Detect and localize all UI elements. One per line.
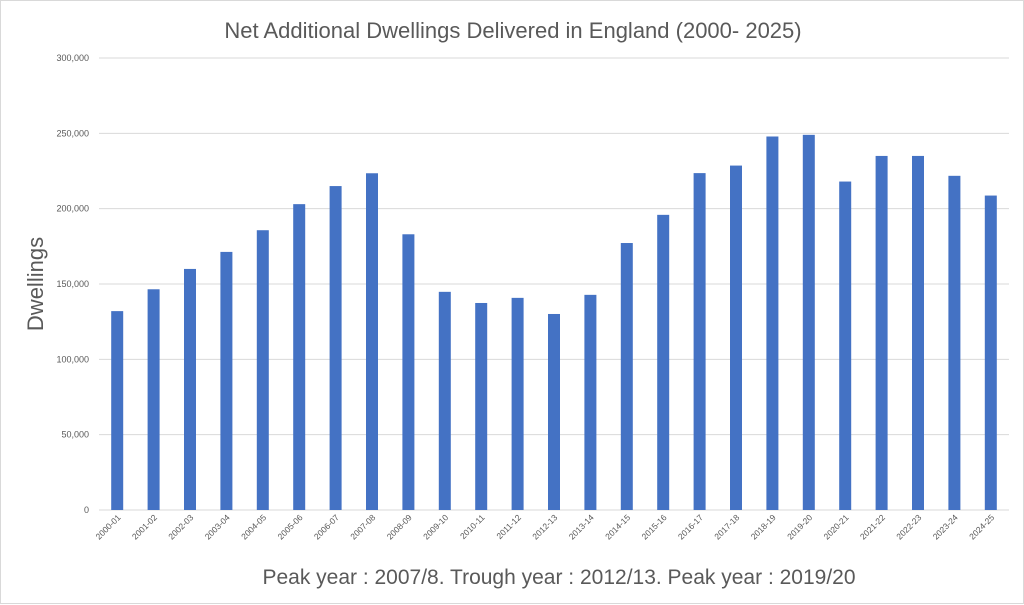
bar-2015-16 (657, 214, 670, 510)
x-tick-label: 2004-05 (239, 512, 268, 541)
bar-2008-09 (402, 234, 415, 510)
x-tick-label: 2010-11 (458, 512, 487, 541)
bar-2023-24 (948, 175, 961, 510)
bar-2007-08 (366, 173, 378, 510)
bar-2010-11 (475, 302, 488, 510)
x-tick-label: 2008-09 (385, 512, 414, 541)
bar-2005-06 (293, 204, 306, 510)
x-tick-label: 2002-03 (166, 512, 195, 541)
bar-2024-25 (984, 195, 997, 511)
x-tick-label: 2003-04 (203, 512, 232, 541)
x-tick-label: 2012-13 (530, 512, 559, 541)
x-axis-ticks: 2000-01 2001-02 2002-03 2003-04 2004-05 2005-… (93, 512, 996, 541)
bar-2020-21 (839, 181, 852, 510)
x-tick-label: 2016-17 (676, 512, 705, 541)
x-tick-label: 2011-12 (494, 512, 523, 541)
x-tick-label: 2001-02 (130, 512, 159, 541)
bar-2003-04 (220, 251, 233, 510)
bar-2006-07 (329, 186, 342, 511)
bar-2017-18 (730, 165, 742, 511)
bar-2014-15 (620, 243, 633, 510)
bar-2001-02 (147, 289, 160, 510)
x-tick-label: 2000-01 (93, 512, 122, 541)
y-axis-label: Dwellings (23, 237, 48, 331)
y-tick-label: 0 (84, 505, 89, 515)
y-tick-label: 50,000 (61, 430, 89, 440)
bar-2011-12 (511, 297, 524, 510)
x-tick-label: 2013-14 (567, 512, 596, 541)
x-tick-label: 2024-25 (967, 512, 996, 541)
x-tick-label: 2019-20 (785, 512, 814, 541)
x-axis-label: Peak year : 2007/8. Trough year : 2012/1… (262, 566, 855, 589)
bar-2000-01 (111, 311, 124, 510)
y-axis-ticks: 0 50,000 100,000 150,000 200,000 250,000 300,0… (56, 53, 89, 515)
x-tick-label: 2009-10 (421, 512, 450, 541)
x-tick-label: 2005-06 (275, 512, 304, 541)
y-tick-label: 300,000 (56, 53, 89, 63)
bar-2002-03 (184, 268, 196, 510)
x-tick-label: 2017-18 (712, 512, 741, 541)
y-tick-label: 100,000 (56, 354, 89, 364)
x-tick-label: 2022-23 (894, 512, 923, 541)
x-tick-label: 2015-16 (639, 512, 668, 541)
bars (111, 134, 997, 511)
bar-2012-13 (548, 313, 560, 510)
y-tick-label: 250,000 (56, 128, 89, 138)
x-tick-label: 2020-21 (821, 512, 850, 541)
bar-2018-19 (766, 136, 779, 511)
bar-2009-10 (438, 291, 451, 510)
x-tick-label: 2023-24 (931, 512, 960, 541)
x-tick-label: 2014-15 (603, 512, 632, 541)
x-tick-label: 2007-08 (348, 512, 377, 541)
bar-2013-14 (584, 294, 597, 510)
x-tick-label: 2021-22 (858, 512, 887, 541)
bar-2019-20 (802, 134, 815, 510)
x-tick-label: 2006-07 (312, 512, 341, 541)
x-tick-label: 2018-19 (749, 512, 778, 541)
y-tick-label: 200,000 (56, 204, 89, 214)
bar-2004-05 (256, 230, 269, 510)
bar-2021-22 (875, 155, 888, 510)
bar-2022-23 (912, 155, 924, 510)
bar-2016-17 (693, 173, 706, 511)
y-tick-label: 150,000 (56, 279, 89, 289)
chart-title: Net Additional Dwellings Delivered in En… (224, 18, 801, 43)
